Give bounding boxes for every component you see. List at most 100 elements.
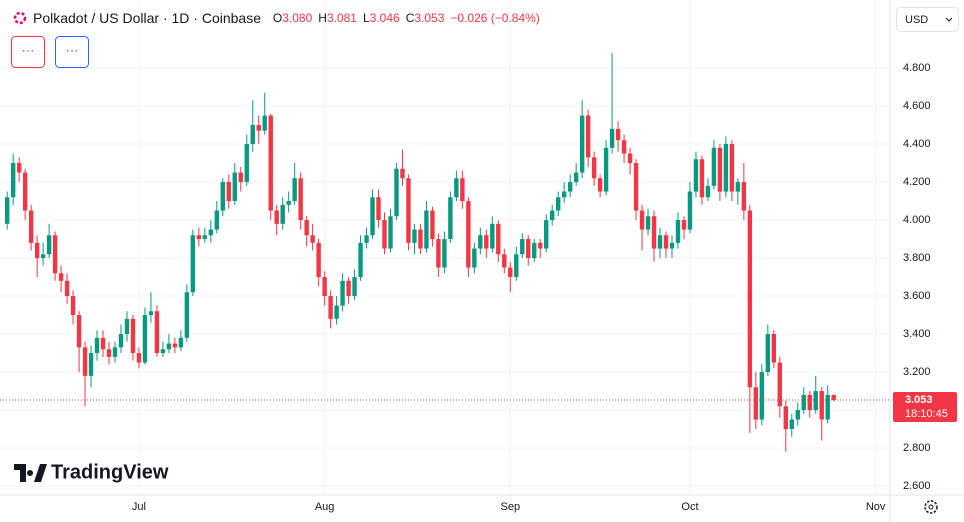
candle-body [328,296,333,319]
candle-body [40,254,46,259]
candle-body [777,362,782,407]
candle-body [322,277,327,297]
candle-body [124,318,130,335]
candle-body [160,349,166,354]
candle-body [262,115,267,131]
candle-body [442,239,447,268]
candle-body [621,140,627,154]
y-tick-label: 3.800 [903,252,931,264]
candle-body [76,315,82,348]
candle-body [771,334,777,363]
candle-body [244,144,249,183]
legend-change: −0.026 (−0.84%) [450,11,539,25]
candle-body [106,349,112,357]
candle-body [807,394,812,411]
candle-body [82,347,88,376]
candle-body [274,210,279,224]
legend-value: 3.081 [327,11,357,25]
candle-body [16,163,22,173]
button-label: ··· [66,42,79,57]
candle-body [472,248,477,268]
candle-body [585,115,591,158]
candle-body [532,242,537,259]
candle-body [603,147,609,192]
candle-body [172,343,178,348]
candle-body [190,235,196,293]
candle-body [520,239,525,255]
candle-body [597,178,603,192]
candle-body [454,178,459,198]
indicator-button[interactable]: ··· [55,36,89,68]
candle-body [723,144,729,192]
candle-body [478,235,483,249]
candle-body [639,210,645,230]
y-tick-label: 2.600 [903,480,931,492]
candle-body [813,391,818,411]
legend-key: O [273,11,282,25]
candle-body [142,315,148,363]
legend-key: L [363,11,370,25]
candle-body [400,168,405,179]
x-tick-label: Nov [866,501,886,513]
button-label: ··· [22,42,35,57]
y-tick-label: 3.200 [903,366,931,378]
candle-body [555,197,561,211]
candle-body [166,343,172,350]
settings-button[interactable] [924,500,938,514]
currency-button[interactable]: USD [896,7,959,32]
candle-body [208,229,214,236]
candle-body [112,347,118,357]
candle-body [394,168,399,217]
price-label: 3.053 [905,394,933,406]
candle-body [735,182,741,192]
candle-body [388,216,393,249]
candle-body [64,280,70,297]
candle-body [256,125,261,131]
candle-body [579,115,585,173]
candle-body [280,204,285,224]
candle-body [88,353,94,376]
candle-body [34,242,40,259]
candle-body [118,334,124,348]
candle-body [663,235,669,249]
x-tick-label: Oct [681,501,698,513]
candle-body [693,159,699,192]
candle-body [765,334,771,373]
candle-body [753,387,759,420]
y-tick-label: 3.400 [903,328,931,340]
logo: TradingView [14,461,169,483]
y-tick-label: 4.000 [903,214,931,226]
candle-body [154,311,160,354]
currency-label: USD [905,14,928,26]
candle-body [52,235,58,274]
candle-body [633,163,639,211]
x-tick-label: Aug [315,501,335,513]
candle-body [250,125,255,145]
x-tick-label: Sep [500,501,520,513]
candle-body [573,172,579,183]
candle-body [741,182,747,211]
candle-body [196,235,202,240]
candle-body [717,147,723,192]
candle-body [789,419,794,430]
indicator-button[interactable]: ··· [11,36,45,68]
candle-body [651,216,657,249]
candle-body [136,353,142,363]
legend-value: 3.053 [414,11,444,25]
candle-body [466,201,471,268]
logo-text: TradingView [51,461,169,483]
candles [4,52,836,452]
candle-body [705,185,711,198]
candle-body [376,197,381,221]
candle-body [226,182,231,202]
legend-value: 3.046 [370,11,400,25]
candle-body [298,178,303,221]
candle-body [681,220,687,230]
candle-body [561,191,567,198]
candle-body [825,394,830,420]
price-label-box [893,391,957,422]
candle-body [687,191,693,230]
symbol-icon [13,11,27,25]
candle-body [340,280,345,306]
